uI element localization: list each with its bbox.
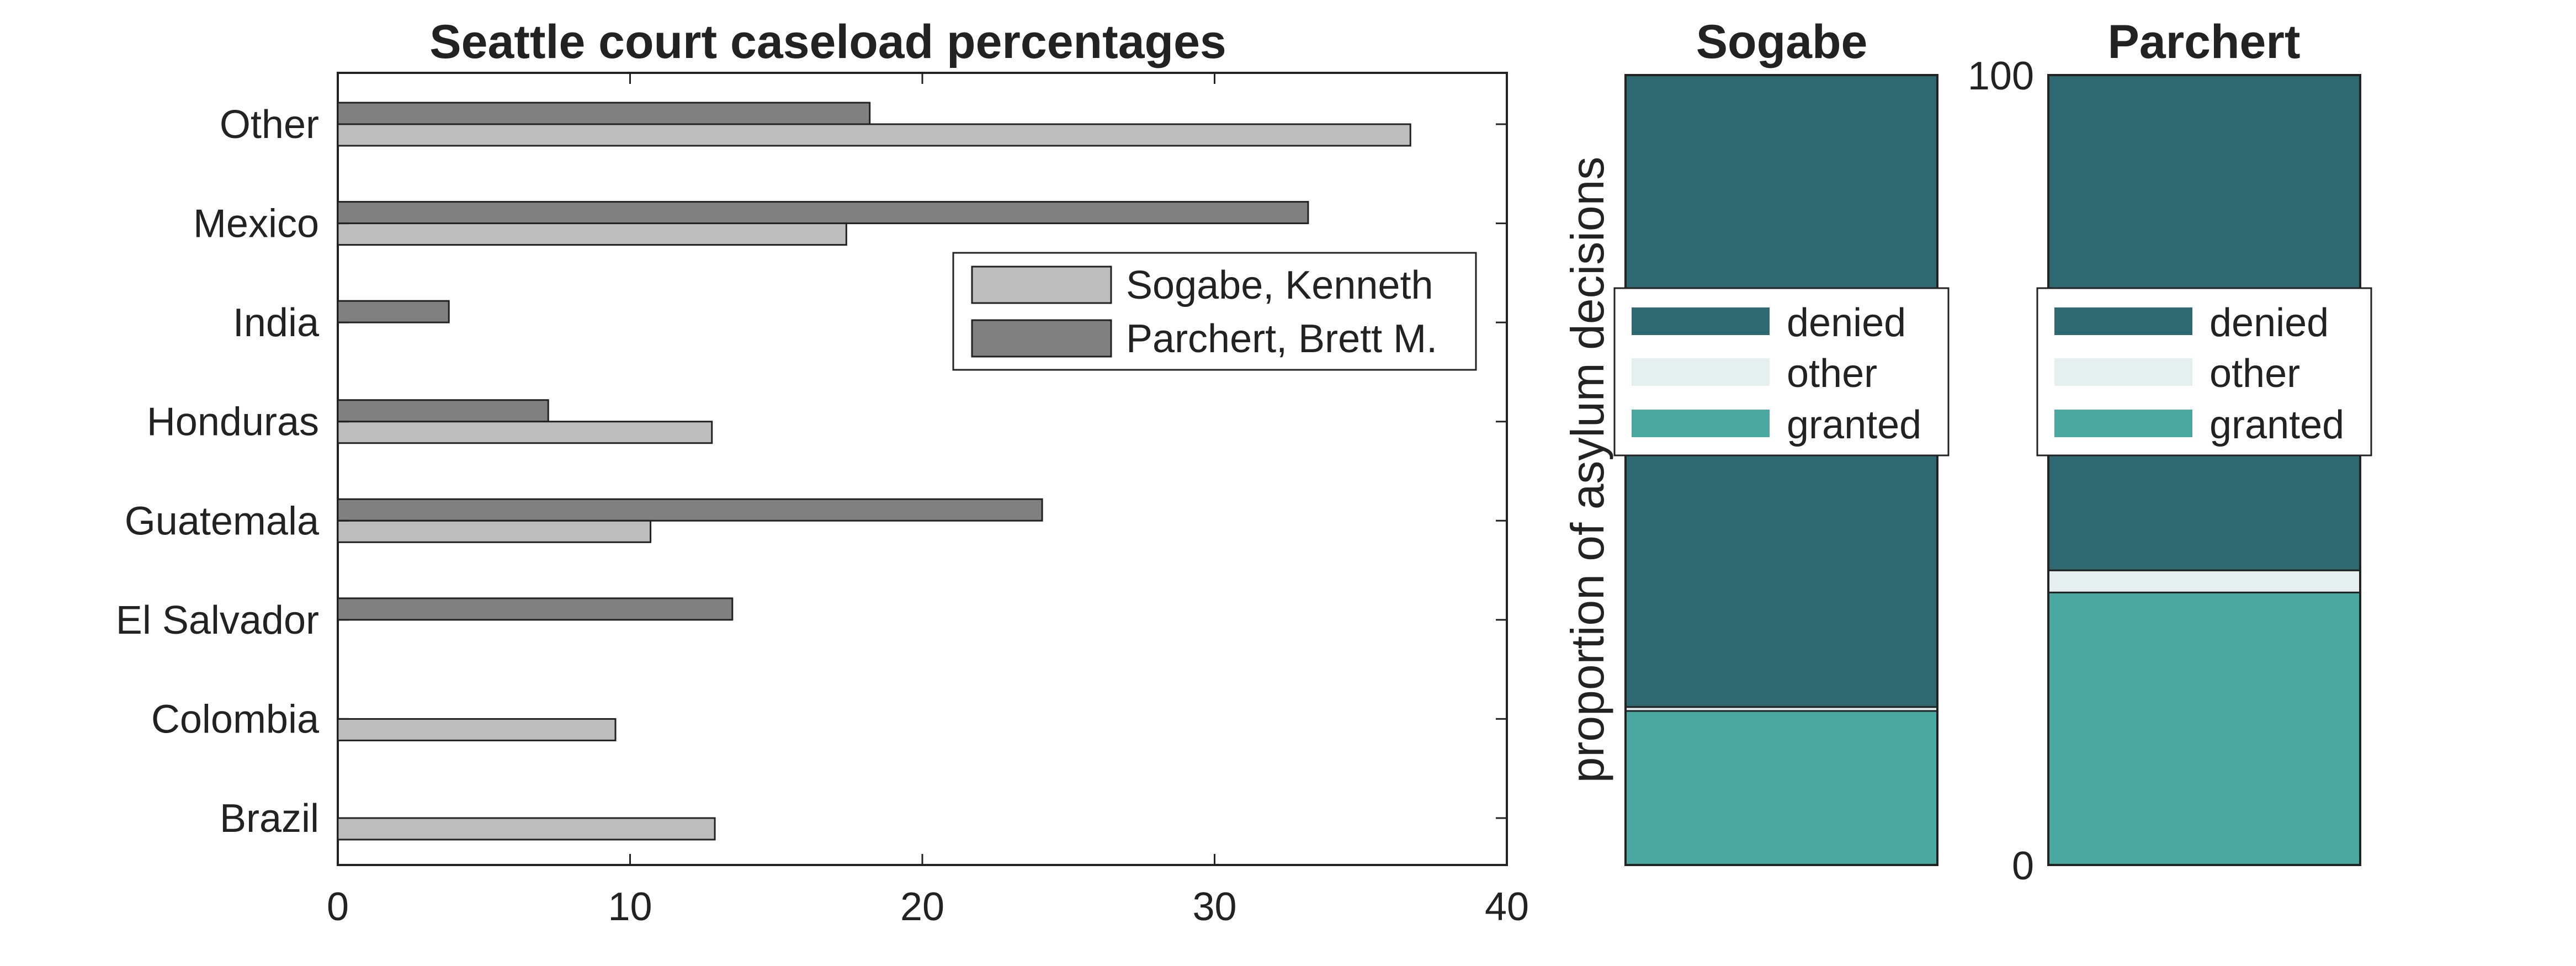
bar-sogabe-other — [337, 123, 1411, 147]
legend-label-sogabe: Sogabe, Kenneth — [1126, 263, 1433, 307]
bar-parchert-guatemala — [337, 498, 1043, 522]
category-label-brazil: Brazil — [220, 797, 319, 841]
caseload-chart: Seattle court caseload percentages Other… — [116, 15, 1529, 929]
parchert-legend-granted: granted — [2209, 403, 2344, 447]
parchert-y-tick-labels: 0 100 — [1968, 54, 2034, 888]
sogabe-legend-swatch-other — [1632, 358, 1770, 386]
caseload-category-labels: Other Mexico India Honduras Guatemala El Salv… — [116, 103, 1507, 841]
bar-sogabe-honduras — [337, 421, 713, 444]
category-label-el-salvador: El Salvador — [116, 598, 319, 643]
parchert-legend-other: other — [2209, 352, 2300, 396]
caseload-chart-title: Seattle court caseload percentages — [429, 15, 1226, 68]
bar-parchert-mexico — [337, 201, 1309, 225]
caseload-plot-area — [337, 72, 1508, 866]
parchert-legend: denied other granted — [2036, 287, 2372, 457]
bar-parchert-el-salvador — [337, 597, 734, 621]
bar-sogabe-mexico — [337, 222, 847, 246]
sogabe-legend: denied other granted — [1613, 287, 1950, 457]
category-label-colombia: Colombia — [151, 697, 320, 741]
legend-swatch-parchert — [971, 319, 1112, 358]
decisions-y-tick-0: 0 — [2012, 844, 2034, 888]
sogabe-segments — [1624, 74, 1938, 866]
sogabe-legend-swatch-granted — [1632, 410, 1770, 437]
sogabe-chart-title: Sogabe — [1696, 15, 1868, 68]
caseload-bars — [337, 102, 1411, 841]
bar-parchert-india — [337, 300, 450, 323]
parchert-legend-swatch-denied — [2054, 307, 2192, 335]
category-label-other: Other — [220, 103, 319, 147]
x-tick-label-30: 30 — [1192, 885, 1236, 929]
category-label-mexico: Mexico — [193, 202, 319, 246]
parchert-decisions-chart: Parchert 0 100 denied other granted — [1968, 15, 2372, 888]
bar-parchert-other — [337, 102, 871, 125]
segment-granted — [1624, 710, 1938, 866]
parchert-segments — [2047, 74, 2361, 866]
sogabe-bar-outline — [1624, 74, 1938, 866]
bar-sogabe-brazil — [337, 817, 716, 841]
category-label-honduras: Honduras — [147, 400, 319, 444]
sogabe-legend-granted: granted — [1787, 403, 1921, 447]
segment-other — [2047, 569, 2361, 593]
x-tick-label-20: 20 — [900, 885, 944, 929]
sogabe-legend-other: other — [1787, 352, 1877, 396]
bar-parchert-honduras — [337, 399, 549, 423]
parchert-legend-denied: denied — [2209, 301, 2329, 345]
decisions-y-axis-label: proportion of asylum decisions — [1561, 157, 1613, 783]
parchert-legend-swatch-granted — [2054, 410, 2192, 437]
parchert-bar-outline — [2047, 74, 2361, 866]
x-tick-label-10: 10 — [608, 885, 652, 929]
decisions-y-tick-100: 100 — [1968, 54, 2034, 98]
x-tick-label-0: 0 — [327, 885, 349, 929]
sogabe-legend-denied: denied — [1787, 301, 1906, 345]
legend-label-parchert: Parchert, Brett M. — [1126, 317, 1437, 361]
sogabe-decisions-chart: Sogabe proportion of asylum decisions de… — [1561, 15, 1950, 866]
caseload-x-tick-labels: 0 10 20 30 40 — [327, 73, 1529, 929]
bar-sogabe-guatemala — [337, 519, 652, 543]
caseload-legend: Sogabe, Kenneth Parchert, Brett M. — [952, 252, 1477, 371]
category-label-india: India — [233, 301, 320, 345]
segment-granted — [2047, 591, 2361, 866]
parchert-chart-title: Parchert — [2108, 15, 2301, 68]
category-label-guatemala: Guatemala — [125, 499, 320, 543]
parchert-legend-swatch-other — [2054, 358, 2192, 386]
legend-swatch-sogabe — [971, 266, 1112, 304]
x-tick-label-40: 40 — [1485, 885, 1529, 929]
bar-sogabe-colombia — [337, 718, 617, 741]
sogabe-legend-swatch-denied — [1632, 307, 1770, 335]
